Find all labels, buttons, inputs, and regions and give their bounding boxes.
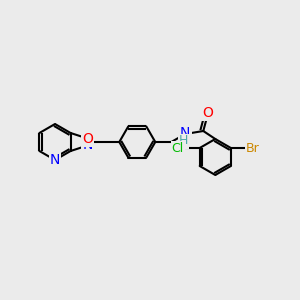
- Text: N: N: [180, 126, 190, 140]
- Text: O: O: [202, 106, 213, 120]
- Text: Br: Br: [246, 142, 260, 154]
- Text: H: H: [178, 134, 188, 148]
- Text: N: N: [50, 153, 60, 167]
- Text: O: O: [82, 132, 93, 145]
- Text: N: N: [82, 138, 93, 152]
- Text: Cl: Cl: [172, 142, 184, 154]
